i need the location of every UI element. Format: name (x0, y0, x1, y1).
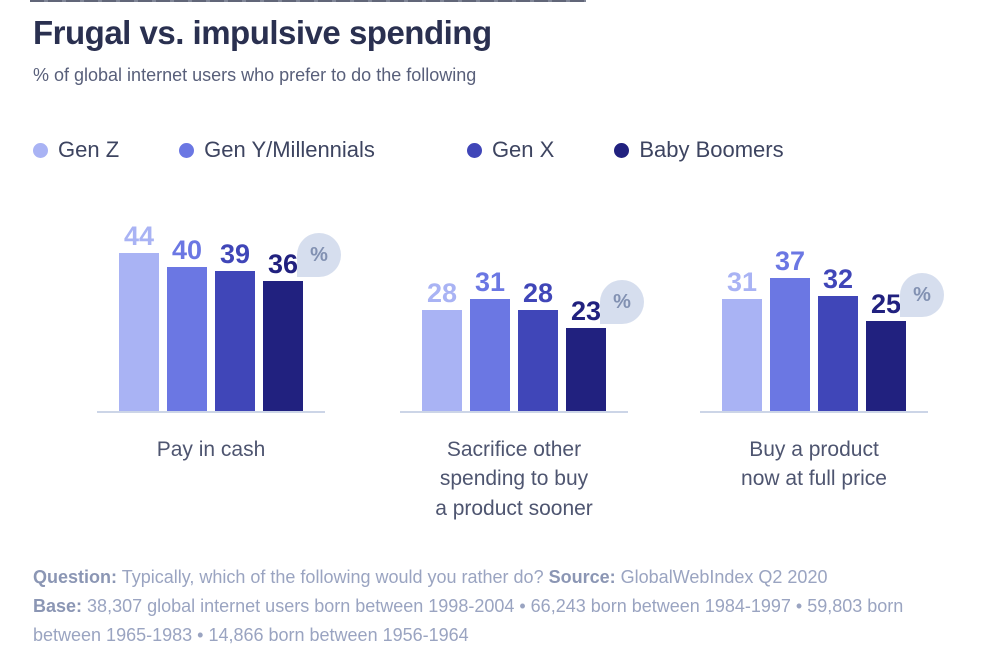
bar-value-label: 32 (822, 263, 854, 294)
bar-column-gen-y-millennials: 31 (470, 269, 510, 411)
bar-column-gen-y-millennials: 37 (770, 245, 810, 411)
percent-badge: % (600, 280, 644, 325)
chart-group-pay-in-cash: 44 40 39 36% Pay in cash (97, 205, 341, 545)
legend-item-baby-boomers: Baby Boomers (614, 137, 784, 163)
bar-baby-boomers (263, 281, 303, 411)
bar-gen-y-millennials (167, 267, 207, 411)
category-label: Pay in cash (156, 438, 266, 461)
bar-column-gen-z: 31 (722, 269, 762, 411)
bar-column-baby-boomers: 25 (866, 291, 906, 411)
bar-column-baby-boomers: 36 (263, 251, 303, 411)
bar-column-gen-y-millennials: 40 (167, 237, 207, 411)
bars-area: 31 37 32 25% (700, 205, 944, 413)
source-label: Source: (548, 567, 616, 587)
chart-group-buy-a-product-now-at-full-price: 31 37 32 25% Buy a product now at full price (700, 205, 944, 545)
percent-badge: % (297, 233, 341, 278)
bar-baby-boomers (566, 328, 606, 411)
page-subtitle: % of global internet users who prefer to… (33, 64, 477, 85)
bar-value-label: 37 (774, 245, 806, 276)
bar-value-label: 31 (726, 267, 758, 298)
bar-value-label: 31 (474, 267, 506, 298)
legend-dot-icon (179, 142, 195, 158)
bar-value-label: 28 (522, 278, 554, 309)
bar-column-gen-x: 32 (818, 263, 858, 411)
legend-item-gen-z: Gen Z (33, 137, 119, 163)
bar-column-gen-z: 28 (422, 280, 462, 411)
footnote-base: Base: 38,307 global internet users born … (33, 592, 973, 650)
bar-gen-z (422, 310, 462, 411)
category-label: Sacrifice other spending to buy a product … (435, 438, 593, 520)
bar-value-label: 44 (123, 220, 155, 251)
base-label: Base: (33, 596, 83, 616)
category-label: Buy a product now at full price (741, 438, 887, 491)
bar-value-label: 39 (219, 238, 251, 269)
bar-value-label: 25 (870, 289, 902, 319)
legend-dot-icon (466, 142, 482, 158)
legend-item-gen-y-millennials: Gen Y/Millennials (179, 137, 375, 163)
bar-gen-y-millennials (470, 299, 510, 411)
bar-value-label: 28 (426, 278, 458, 309)
source-text: GlobalWebIndex Q2 2020 (620, 567, 828, 587)
question-label: Question: (33, 567, 117, 587)
bar-column-gen-x: 39 (215, 238, 255, 411)
bar-gen-z (722, 299, 762, 411)
bar-column-baby-boomers: 23 (566, 298, 606, 411)
top-border-line (30, 0, 586, 2)
bar-column-gen-z: 44 (119, 220, 159, 411)
bar-value-label: 40 (171, 235, 203, 265)
bars-area: 28 31 28 23% (400, 205, 644, 413)
percent-badge: % (900, 273, 944, 317)
footnote-question-source: Question: Typically, which of the follow… (33, 563, 973, 592)
chart-group-sacrifice-other-spending-to-buy-a-product-sooner: 28 31 28 23% Sacrifice other spending to buy a… (400, 205, 644, 545)
chart-header: Frugal vs. impulsive spending % of globa… (33, 14, 963, 86)
bar-gen-x (818, 295, 858, 411)
bar-gen-x (215, 270, 255, 411)
bar-baby-boomers (866, 321, 906, 411)
bars-area: 44 40 39 36% (97, 205, 341, 413)
bar-value-label: 36 (267, 249, 299, 280)
legend-label: Gen Y/Millennials (204, 137, 375, 162)
chart-area: 44 40 39 36% Pay in cash 28 31 28 23% Sacrifice o… (0, 205, 1000, 545)
footnote: Question: Typically, which of the follow… (33, 563, 973, 650)
legend-dot-icon (614, 142, 630, 158)
bar-gen-y-millennials (770, 277, 810, 411)
chart-legend: Gen Z Gen Y/Millennials Gen X Baby Boomers (33, 137, 784, 163)
legend-dot-icon (33, 142, 48, 158)
bar-column-gen-x: 28 (518, 280, 558, 411)
bar-gen-x (518, 310, 558, 411)
legend-label: Baby Boomers (639, 137, 784, 162)
question-text: Typically, which of the following would … (121, 567, 544, 587)
legend-label: Gen Z (58, 137, 120, 162)
base-text: 38,307 global internet users born betwee… (33, 596, 904, 645)
bar-gen-z (119, 252, 159, 411)
page-title: Frugal vs. impulsive spending (33, 14, 492, 51)
bar-value-label: 23 (570, 296, 602, 327)
legend-label: Gen X (491, 137, 555, 162)
legend-item-gen-x: Gen X (466, 137, 555, 163)
